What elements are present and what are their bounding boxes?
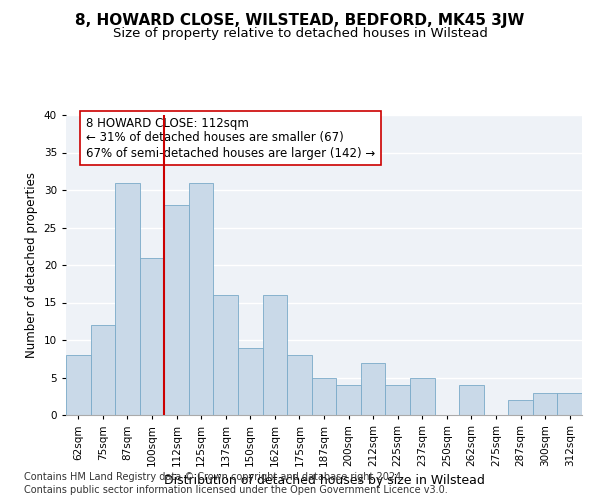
Bar xyxy=(312,378,336,415)
Bar xyxy=(508,400,533,415)
Bar xyxy=(238,348,263,415)
X-axis label: Distribution of detached houses by size in Wilstead: Distribution of detached houses by size … xyxy=(164,474,484,488)
Bar xyxy=(336,385,361,415)
Y-axis label: Number of detached properties: Number of detached properties xyxy=(25,172,38,358)
Bar xyxy=(361,362,385,415)
Bar xyxy=(189,182,214,415)
Text: 8 HOWARD CLOSE: 112sqm
← 31% of detached houses are smaller (67)
67% of semi-det: 8 HOWARD CLOSE: 112sqm ← 31% of detached… xyxy=(86,116,375,160)
Bar xyxy=(66,355,91,415)
Bar xyxy=(164,205,189,415)
Text: Contains public sector information licensed under the Open Government Licence v3: Contains public sector information licen… xyxy=(24,485,448,495)
Bar xyxy=(91,325,115,415)
Bar xyxy=(385,385,410,415)
Bar xyxy=(115,182,140,415)
Bar xyxy=(287,355,312,415)
Bar xyxy=(140,258,164,415)
Bar xyxy=(557,392,582,415)
Bar xyxy=(214,295,238,415)
Bar xyxy=(263,295,287,415)
Text: Size of property relative to detached houses in Wilstead: Size of property relative to detached ho… xyxy=(113,28,487,40)
Text: 8, HOWARD CLOSE, WILSTEAD, BEDFORD, MK45 3JW: 8, HOWARD CLOSE, WILSTEAD, BEDFORD, MK45… xyxy=(76,12,524,28)
Bar xyxy=(410,378,434,415)
Bar xyxy=(459,385,484,415)
Bar xyxy=(533,392,557,415)
Text: Contains HM Land Registry data © Crown copyright and database right 2024.: Contains HM Land Registry data © Crown c… xyxy=(24,472,404,482)
